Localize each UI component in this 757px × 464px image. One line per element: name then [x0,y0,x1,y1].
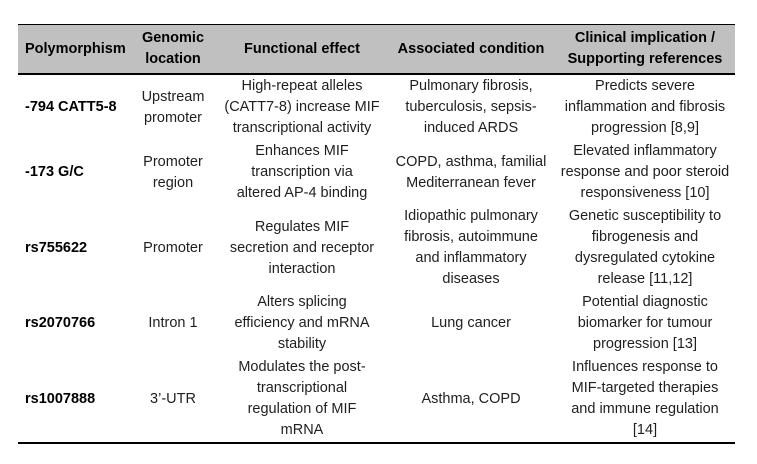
column-header-functional-effect: Functional effect [217,24,387,75]
cell-polymorphism: rs755622 [25,239,88,256]
cell-associated-condition: Lung cancer [431,315,511,331]
table-row: -173 G/C Promoter region Enhances MIF tr… [18,140,735,205]
cell-functional-effect: Modulates the post- transcriptional regu… [217,356,387,444]
cell-polymorphism: -173 G/C [25,164,84,180]
polymorphism-table: Polymorphism Genomic location Functional… [18,24,735,444]
column-header-associated-condition: Associated condition [387,24,555,75]
cell-polymorphism: rs2070766 [25,315,96,331]
cell-clinical-implication: Elevated inflammatory response and poor … [560,143,730,201]
table-row: rs2070766 Intron 1 Alters splicing effic… [18,291,735,356]
cell-genomic-location: 3’-UTR [129,356,217,444]
table-row: rs1007888 3’-UTR Modulates the post- tra… [18,356,735,444]
cell-polymorphism: rs1007888 [18,356,129,444]
column-header-genomic-location: Genomic location [129,24,217,75]
cell-clinical-implication: Genetic susceptibility to fibrogenesis a… [568,208,722,287]
cell-functional-effect: Regulates MIF secretion and receptor int… [229,218,375,277]
cell-associated-condition: Pulmonary fibrosis, tuberculosis, sepsis… [405,78,537,136]
header-row: Polymorphism Genomic location Functional… [18,24,735,75]
cell-functional-effect: Enhances MIF transcription via altered A… [236,143,368,201]
cell-genomic-location: Promoter [143,239,203,256]
cell-associated-condition: Idiopathic pulmonary fibrosis, autoimmun… [404,208,538,287]
cell-clinical-implication: Influences response to MIF-targeted ther… [555,356,735,444]
cell-clinical-implication: Potential diagnostic biomarker for tumou… [577,294,713,352]
cell-genomic-location: Promoter region [143,153,203,191]
cell-clinical-implication: Predicts severe inflammation and fibrosi… [564,78,726,136]
cell-associated-condition: COPD, asthma, familial Mediterranean fev… [395,153,547,191]
table-row: -794 CATT5-8 Upstream promoter High-repe… [18,74,735,140]
cell-genomic-location: Upstream promoter [141,88,205,126]
cell-functional-effect: Alters splicing efficiency and mRNA stab… [234,294,370,352]
polymorphism-table-container: Polymorphism Genomic location Functional… [18,24,735,444]
column-header-polymorphism: Polymorphism [18,24,129,75]
table-row: rs755622 Promoter Regulates MIF secretio… [18,205,735,291]
cell-associated-condition: Asthma, COPD [387,356,555,444]
cell-polymorphism: -794 CATT5-8 [25,99,117,115]
column-header-clinical-implication: Clinical implication / Supporting refere… [555,24,735,75]
cell-genomic-location: Intron 1 [148,315,198,331]
cell-functional-effect: High-repeat alleles (CATT7-8) increase M… [224,78,380,136]
